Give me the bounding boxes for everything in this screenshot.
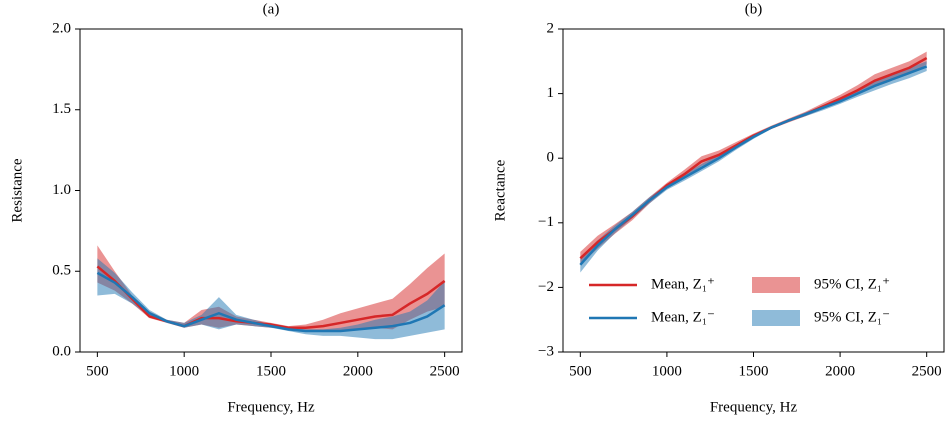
x-tick-label: 1500 bbox=[739, 363, 769, 379]
y-axis-label: Resistance bbox=[9, 158, 25, 222]
panel-title: (b) bbox=[745, 1, 763, 17]
y-tick-label: 1.5 bbox=[52, 101, 71, 117]
axes-frame bbox=[79, 28, 463, 353]
y-axis-label: Reactance bbox=[492, 159, 508, 221]
x-tick-label: 1000 bbox=[169, 363, 199, 379]
y-tick-label: 0 bbox=[547, 150, 555, 166]
y-tick-label: −2 bbox=[538, 279, 554, 295]
x-axis-label: Frequency, Hz bbox=[227, 399, 315, 415]
x-tick-label: 1000 bbox=[652, 363, 682, 379]
mean-line bbox=[579, 65, 928, 266]
plot-area bbox=[579, 51, 928, 273]
panel: (a) Frequency, Hz Resistance 500 1000 1500 200… bbox=[9, 1, 463, 415]
ci-band bbox=[580, 61, 927, 273]
plot-area bbox=[96, 245, 446, 340]
legend-label: Mean, Z₁⁻ bbox=[651, 309, 715, 325]
y-tick-label: −3 bbox=[538, 343, 554, 359]
legend-patch bbox=[752, 310, 800, 326]
x-tick-label: 1500 bbox=[256, 363, 286, 379]
x-tick-label: 500 bbox=[86, 363, 109, 379]
ci-band bbox=[97, 258, 445, 340]
legend: Mean, Z₁⁺ 95% CI, Z₁⁺ Mean, Z₁⁻ 95% CI, Z₁⁻ bbox=[589, 276, 890, 326]
mean-line bbox=[96, 271, 446, 333]
y-tick-label: 1 bbox=[547, 85, 555, 101]
y-tick-label: 1.0 bbox=[52, 182, 71, 198]
y-tick-label: 2.0 bbox=[52, 20, 71, 36]
x-tick-label: 2500 bbox=[912, 363, 942, 379]
legend-label: 95% CI, Z₁⁺ bbox=[814, 276, 890, 292]
legend-label: Mean, Z₁⁺ bbox=[651, 276, 715, 292]
mean-line bbox=[96, 265, 446, 330]
y-tick-label: −1 bbox=[538, 214, 554, 230]
x-axis-label: Frequency, Hz bbox=[710, 399, 798, 415]
y-tick-label: 2 bbox=[547, 20, 555, 36]
x-tick-label: 2500 bbox=[430, 363, 460, 379]
axes-frame bbox=[562, 28, 945, 353]
legend-patch bbox=[752, 277, 800, 293]
panel: (b) Frequency, Hz Reactance 500 1000 1500 2000… bbox=[492, 1, 945, 415]
y-tick-label: 0.0 bbox=[52, 343, 71, 359]
x-tick-label: 500 bbox=[569, 363, 592, 379]
y-tick-label: 0.5 bbox=[52, 263, 71, 279]
legend-label: 95% CI, Z₁⁻ bbox=[814, 309, 890, 325]
panel-title: (a) bbox=[263, 1, 280, 17]
x-tick-label: 2000 bbox=[343, 363, 373, 379]
x-tick-label: 2000 bbox=[825, 363, 855, 379]
ci-band bbox=[97, 245, 445, 332]
